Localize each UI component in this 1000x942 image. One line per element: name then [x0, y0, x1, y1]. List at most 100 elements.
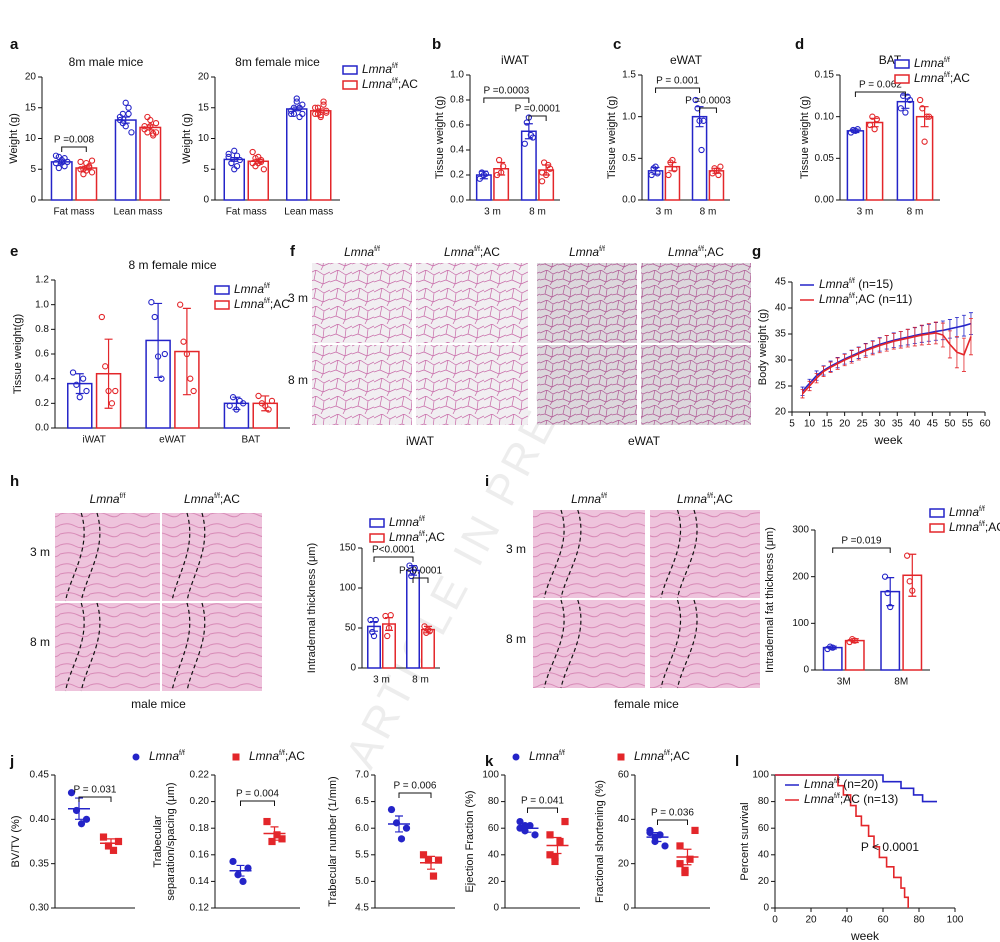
y-tick-label: 10	[25, 133, 37, 144]
column-label-part: f/f	[474, 246, 480, 253]
x-tick-label: 3 m	[857, 207, 874, 218]
legend-swatch	[214, 300, 230, 310]
y-tick-label: 0.00	[815, 195, 835, 206]
data-point	[125, 110, 132, 118]
legend-label-part: Lmna	[819, 292, 849, 306]
y-tick-label: 6.5	[355, 796, 369, 807]
legend-label-part: f/f	[264, 283, 270, 290]
data-point	[317, 111, 324, 119]
data-point	[268, 837, 276, 846]
x-tick-label: 80	[913, 915, 925, 926]
data-point	[700, 117, 707, 124]
y-tick-label: 0.05	[815, 153, 835, 164]
column-label: Lmnaf/f	[569, 245, 605, 259]
data-point	[158, 375, 165, 382]
data-point	[691, 826, 699, 835]
y-tick-label: 60	[488, 823, 500, 834]
legend-label-part: Lmna	[529, 749, 559, 763]
legend-label-part: ;AC	[985, 520, 1000, 534]
legend-label: Lmnaf/f	[389, 515, 425, 529]
p-value: P<0.0001	[372, 545, 416, 556]
column-label-part: f/f	[599, 246, 605, 253]
legend-label-part: Lmna	[362, 62, 392, 76]
legend-label-part: ;AC	[398, 77, 418, 91]
x-tick-label: BAT	[241, 435, 260, 446]
data-point	[887, 603, 894, 611]
data-point	[236, 156, 243, 164]
y-tick-label: 0.2	[450, 170, 464, 181]
boundary-line	[80, 512, 101, 602]
bar	[865, 121, 884, 201]
y-tick-label: 45	[775, 277, 787, 288]
data-point	[897, 105, 905, 112]
panel-letter: h	[10, 473, 19, 490]
y-axis-label: Body weight (g)	[757, 309, 769, 385]
data-point	[239, 877, 247, 886]
boundary-line	[560, 599, 582, 689]
row-label: 3 m	[30, 545, 50, 559]
y-tick-label: 0	[493, 903, 499, 914]
data-point	[83, 387, 90, 395]
x-tick-label: 10	[804, 419, 816, 430]
panel-letter: b	[432, 36, 441, 53]
y-tick-label: 5.5	[355, 849, 369, 860]
data-point	[122, 99, 129, 106]
p-value: P = 0.041	[521, 796, 564, 807]
legend-swatch	[617, 753, 625, 761]
y-tick-label: 1.2	[35, 275, 49, 286]
data-point	[903, 552, 911, 559]
data-point	[402, 824, 411, 832]
data-point	[187, 375, 194, 382]
legend-label: Lmnaf/f	[949, 505, 985, 519]
data-point	[881, 573, 889, 580]
data-point	[102, 363, 109, 370]
micrograph-image	[55, 603, 160, 691]
y-tick-label: 0.12	[190, 903, 210, 914]
boundary-line	[64, 602, 85, 692]
panel-letter: l	[735, 753, 739, 770]
p-value: P < 0.0001	[861, 840, 919, 854]
data-point	[526, 821, 534, 830]
legend-label: Lmnaf/f (n=20)	[804, 777, 878, 791]
data-point	[531, 831, 539, 839]
legend-label-part: Lmna	[634, 749, 664, 763]
data-point	[902, 109, 909, 116]
column-label: Lmnaf/f	[344, 245, 380, 259]
legend-swatch	[342, 65, 358, 75]
data-point	[698, 146, 705, 154]
legend-swatch	[894, 59, 910, 69]
comparison-bracket	[854, 91, 906, 97]
data-point	[392, 819, 401, 827]
y-tick-label: 1.0	[35, 299, 49, 310]
y-tick-label: 20	[758, 876, 770, 887]
data-point	[665, 171, 672, 179]
x-tick-label: 40	[909, 419, 921, 430]
boundary-line	[676, 599, 698, 689]
data-point	[104, 842, 113, 850]
y-tick-label: 0.5	[622, 153, 636, 164]
data-point	[311, 104, 319, 111]
data-point	[669, 156, 676, 164]
legend-label-part: Lmna	[389, 530, 419, 544]
x-axis-label: week	[873, 433, 903, 447]
panel-letter: e	[10, 243, 18, 260]
data-point	[873, 116, 880, 123]
data-point	[152, 129, 160, 136]
legend-label-part: ;AC	[425, 530, 445, 544]
panel-letter: f	[290, 243, 296, 260]
data-point	[268, 397, 276, 405]
legend-swatch	[894, 74, 910, 84]
x-tick-label: 8M	[894, 677, 908, 688]
data-point	[538, 169, 546, 176]
data-point	[546, 831, 554, 839]
data-point	[225, 150, 232, 158]
data-point	[119, 119, 126, 127]
micrograph-image	[537, 345, 637, 425]
y-axis-label: separation/spacing (μm)	[165, 782, 177, 900]
data-point	[429, 872, 438, 880]
data-point	[497, 169, 505, 176]
x-tick-label: 3 m	[484, 207, 501, 218]
y-axis-label: Trabecular number (1/mm)	[327, 776, 339, 906]
data-point	[676, 860, 684, 868]
data-point	[320, 101, 327, 108]
